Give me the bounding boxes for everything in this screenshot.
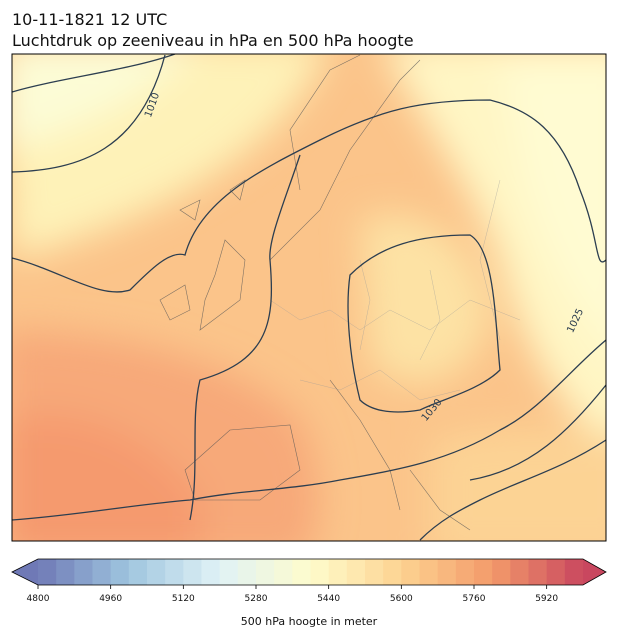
colorbar-bin (328, 559, 348, 585)
map-frame (11, 53, 607, 542)
colorbar-bin (292, 559, 311, 585)
colorbar-tick-label: 5600 (390, 594, 413, 604)
colorbar-bin (564, 559, 584, 585)
colorbar-bin (56, 559, 75, 585)
colorbar-bin (455, 559, 475, 585)
colorbar-tick-label: 5760 (463, 594, 486, 604)
colorbar-tick-label: 5920 (535, 594, 558, 604)
colorbar-extend-low (12, 559, 38, 585)
colorbar-bin (383, 559, 402, 585)
colorbar-bin (183, 559, 202, 585)
colorbar-bin (401, 559, 420, 585)
colorbar-bin (201, 559, 221, 585)
title-line-1: 10-11-1821 12 UTC (12, 10, 167, 29)
height-field (12, 54, 606, 541)
map: 1010 1025 1030 (12, 54, 606, 541)
borders (269, 179, 521, 401)
colorbar-bin (128, 559, 148, 585)
coastlines (159, 54, 471, 531)
colorbar-label: 500 hPa hoogte in meter (241, 615, 378, 628)
title-line-2: Luchtdruk op zeeniveau in hPa en 500 hPa… (12, 31, 414, 50)
colorbar: 4800 4960 5120 5280 5440 5600 5760 5920 (11, 558, 607, 604)
colorbar-bin (365, 559, 384, 585)
colorbar-bin (147, 559, 166, 585)
colorbar-bin (256, 559, 275, 585)
colorbar-bin (74, 559, 93, 585)
colorbar-bin (310, 559, 330, 585)
colorbar-tick-label: 4800 (27, 594, 50, 604)
colorbar-bin (346, 559, 366, 585)
colorbar-bin (474, 559, 493, 585)
colorbar-bin (528, 559, 548, 585)
colorbar-tick-label: 5440 (317, 594, 340, 604)
colorbar-bin (219, 559, 239, 585)
colorbar-tick-label: 5280 (245, 594, 268, 604)
colorbar-bin (492, 559, 511, 585)
colorbar-bin (546, 559, 566, 585)
colorbar-tick-label: 5120 (172, 594, 195, 604)
colorbar-outline (11, 558, 607, 586)
colorbar-bin (237, 559, 257, 585)
colorbar-bin (92, 559, 112, 585)
colorbar-bin (419, 559, 439, 585)
colorbar-bin (38, 559, 57, 585)
colorbar-bin (110, 559, 130, 585)
pressure-contours (12, 54, 606, 541)
colorbar-bin (165, 559, 184, 585)
colorbar-bin (274, 559, 293, 585)
colorbar-bin (510, 559, 529, 585)
colorbar-tick-label: 4960 (99, 594, 122, 604)
colorbar-bin (437, 559, 457, 585)
colorbar-extend-high (583, 559, 606, 585)
